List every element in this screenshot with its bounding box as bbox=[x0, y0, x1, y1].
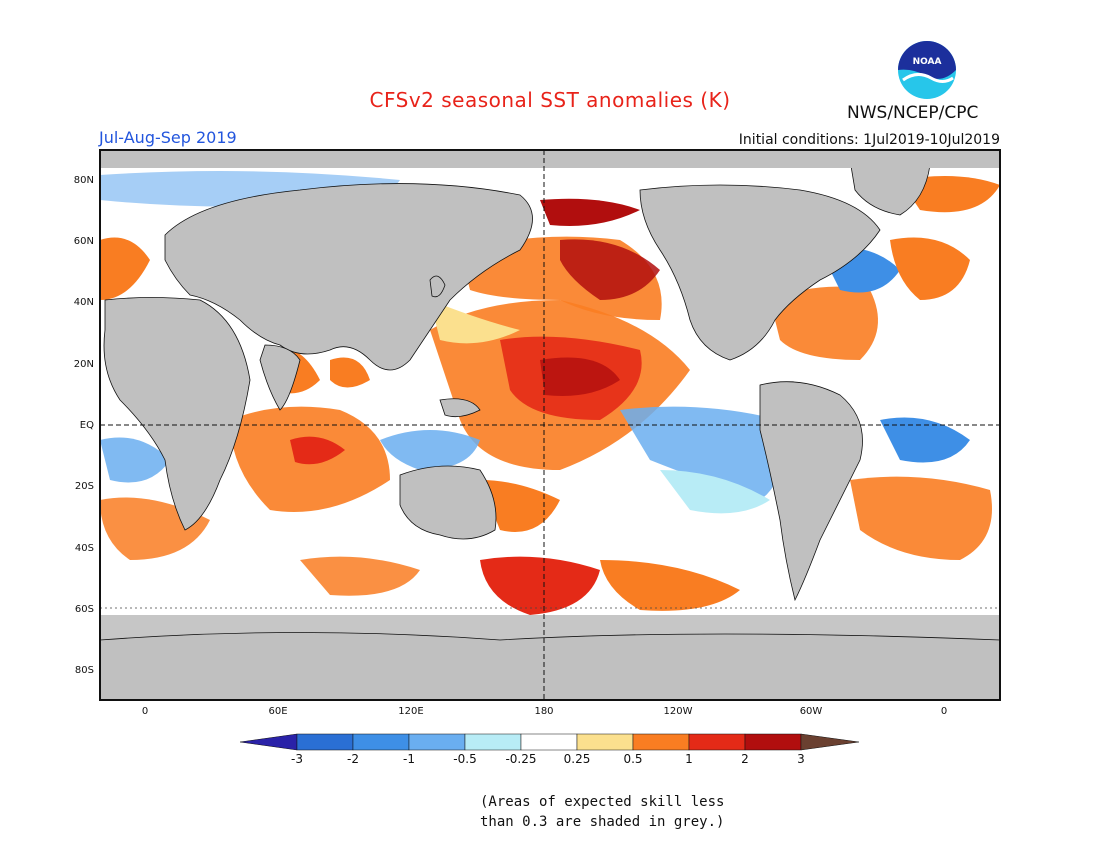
colorbar-label: -2 bbox=[347, 752, 359, 766]
colorbar-label: -0.25 bbox=[505, 752, 537, 766]
longitude-labels: 0 60E 120E 180 120W 60W 0 bbox=[142, 706, 947, 717]
latitude-labels: 80N 60N 40N 20N EQ 20S 40S 60S 80S bbox=[74, 175, 94, 676]
colorbar-cell bbox=[352, 733, 410, 751]
svg-text:NOAA: NOAA bbox=[913, 57, 942, 67]
noaa-logo-icon: NOAA bbox=[898, 41, 956, 99]
lon-label: 0 bbox=[142, 706, 148, 717]
colorbar-label: 0.5 bbox=[623, 752, 643, 766]
agency-label: NWS/NCEP/CPC bbox=[847, 103, 979, 123]
lon-label: 120W bbox=[664, 706, 693, 717]
lat-label: 40S bbox=[75, 543, 94, 554]
initial-conditions: Initial conditions: 1Jul2019-10Jul2019 bbox=[738, 132, 1000, 148]
lon-label: 120E bbox=[398, 706, 423, 717]
lon-label: 0 bbox=[941, 706, 947, 717]
colorbar-label: 0.25 bbox=[563, 752, 591, 766]
colorbar-cell bbox=[520, 733, 578, 751]
colorbar-cell bbox=[688, 733, 746, 751]
colorbar-cell bbox=[744, 733, 802, 751]
lat-label: 80S bbox=[75, 665, 94, 676]
skill-note: (Areas of expected skill less than 0.3 a… bbox=[480, 792, 724, 832]
colorbar-label: -3 bbox=[291, 752, 303, 766]
lat-label: 60N bbox=[74, 236, 94, 247]
anomaly-shading bbox=[100, 171, 1000, 615]
land-masses bbox=[100, 157, 1000, 700]
colorbar-label: -0.5 bbox=[453, 752, 477, 766]
chart-title: CFSv2 seasonal SST anomalies (K) bbox=[369, 88, 731, 112]
colorbar-label: 3 bbox=[797, 752, 805, 766]
colorbar-cells bbox=[239, 733, 860, 751]
skill-note-line: than 0.3 are shaded in grey.) bbox=[480, 814, 725, 830]
colorbar-arrow-high bbox=[800, 733, 860, 751]
lat-label: EQ bbox=[80, 420, 94, 431]
colorbar-cell bbox=[408, 733, 466, 751]
lat-label: 40N bbox=[74, 297, 94, 308]
lon-label: 60E bbox=[268, 706, 287, 717]
colorbar-cell bbox=[576, 733, 634, 751]
colorbar-label: 2 bbox=[741, 752, 749, 766]
lat-label: 20S bbox=[75, 481, 94, 492]
lat-label: 60S bbox=[75, 604, 94, 615]
colorbar-cell bbox=[296, 733, 354, 751]
colorbar-cell bbox=[464, 733, 522, 751]
lon-label: 180 bbox=[534, 706, 553, 717]
lat-label: 80N bbox=[74, 175, 94, 186]
lon-label: 60W bbox=[800, 706, 823, 717]
map-frame bbox=[99, 149, 1001, 701]
colorbar bbox=[239, 733, 860, 751]
skill-note-line: (Areas of expected skill less bbox=[480, 794, 725, 810]
forecast-period: Jul-Aug-Sep 2019 bbox=[99, 128, 237, 147]
colorbar-label: 1 bbox=[685, 752, 693, 766]
lat-label: 20N bbox=[74, 359, 94, 370]
sst-anomaly-map: 80N 60N 40N 20N EQ 20S 40S 60S 80S 0 60E… bbox=[74, 149, 1001, 717]
colorbar-arrow-low bbox=[239, 733, 298, 751]
colorbar-label: -1 bbox=[403, 752, 415, 766]
colorbar-cell bbox=[632, 733, 690, 751]
